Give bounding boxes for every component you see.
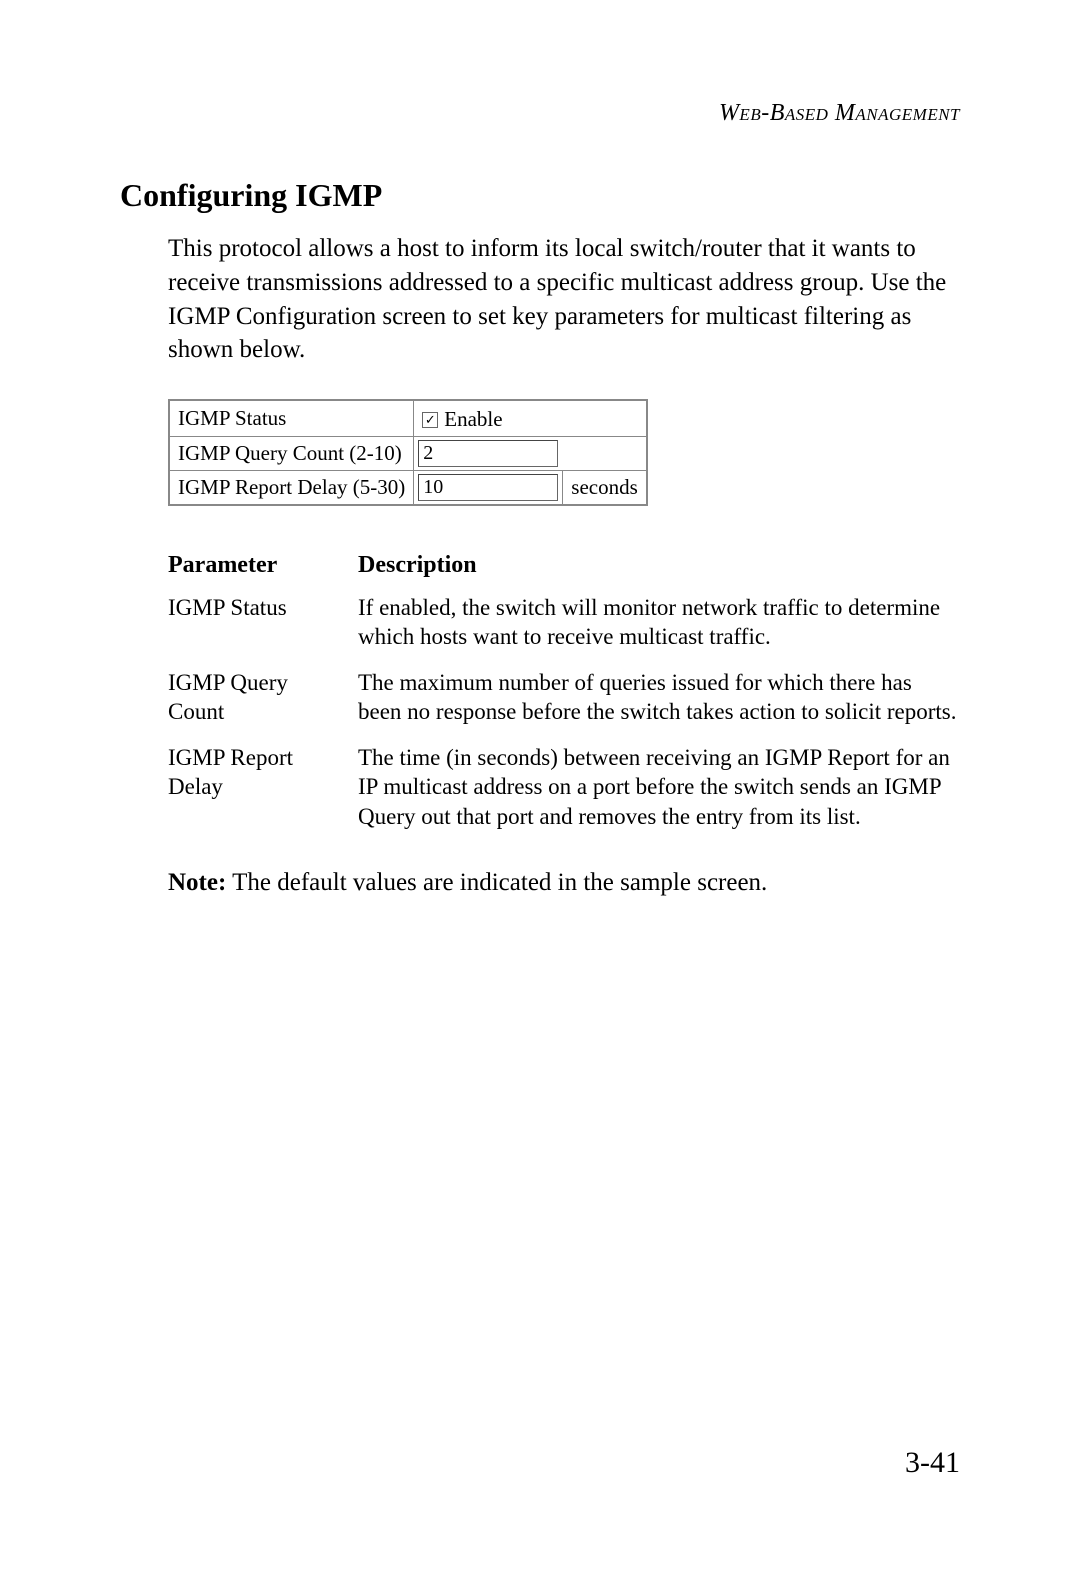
config-label-report-delay: IGMP Report Delay (5-30) [169,471,414,506]
param-desc: The maximum number of queries issued for… [358,662,960,737]
config-value-status: ✓ Enable [414,400,647,437]
report-delay-unit: seconds [563,471,647,506]
param-name: IGMP Query Count [168,662,358,737]
config-row-query-count: IGMP Query Count (2-10) [169,437,647,471]
param-row: IGMP Report Delay The time (in seconds) … [168,737,960,841]
desc-header: Description [358,546,960,587]
config-row-report-delay: IGMP Report Delay (5-30) seconds [169,471,647,506]
param-desc: The time (in seconds) between receiving … [358,737,960,841]
parameter-description-table: Parameter Description IGMP Status If ena… [168,546,960,841]
config-label-query-count: IGMP Query Count (2-10) [169,437,414,471]
config-row-status: IGMP Status ✓ Enable [169,400,647,437]
param-desc: If enabled, the switch will monitor netw… [358,587,960,662]
note-label: Note: [168,869,226,896]
enable-checkbox-label: Enable [444,407,502,432]
param-name: IGMP Status [168,587,358,662]
query-count-input[interactable] [418,440,558,467]
param-header: Parameter [168,546,358,587]
note: Note: The default values are indicated i… [168,869,960,897]
note-text: The default values are indicated in the … [232,869,767,896]
intro-paragraph: This protocol allows a host to inform it… [168,232,960,367]
section-title: Configuring IGMP [120,177,960,214]
igmp-config-table: IGMP Status ✓ Enable IGMP Query Count (2… [168,399,648,506]
param-name: IGMP Report Delay [168,737,358,841]
page-number: 3-41 [905,1446,960,1480]
page-header: Web-Based Management [120,100,960,127]
enable-checkbox[interactable]: ✓ [422,412,438,428]
report-delay-input[interactable] [418,474,558,501]
config-label-status: IGMP Status [169,400,414,437]
param-row: IGMP Query Count The maximum number of q… [168,662,960,737]
param-row: IGMP Status If enabled, the switch will … [168,587,960,662]
